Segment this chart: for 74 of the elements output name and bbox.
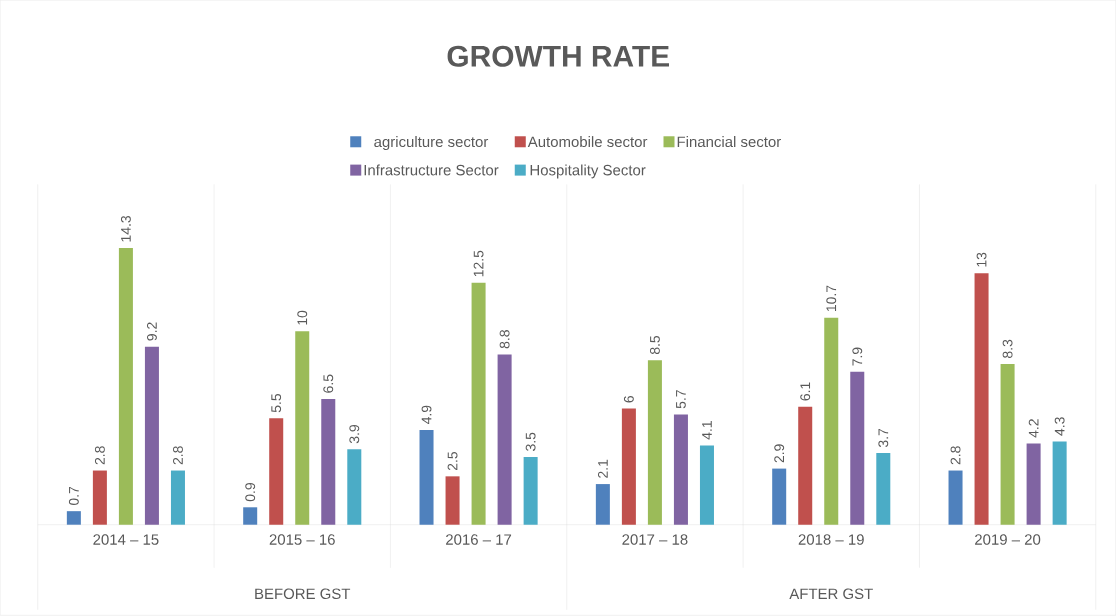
- data-label: 4.9: [421, 405, 432, 425]
- bar: [673, 414, 688, 525]
- bar: [419, 430, 434, 525]
- legend-label: Automobile sector: [527, 136, 648, 148]
- data-label: 3.7: [878, 429, 889, 448]
- bar: [92, 470, 107, 525]
- data-label: 3.9: [349, 425, 360, 444]
- data-label: 10.7: [826, 285, 837, 312]
- bar: [798, 406, 813, 525]
- data-label: 0.9: [245, 483, 256, 502]
- data-label: 12.5: [473, 250, 484, 277]
- bar: [243, 507, 258, 525]
- bar: [974, 273, 989, 525]
- bar: [621, 408, 636, 525]
- bar: [850, 372, 865, 525]
- bar: [269, 418, 284, 525]
- data-label: 4.3: [1054, 417, 1065, 436]
- bar: [144, 346, 159, 525]
- data-label: 8.5: [649, 336, 660, 355]
- legend-label: Infrastructure Sector: [364, 164, 499, 176]
- bar: [948, 470, 963, 525]
- data-label: 5.5: [271, 394, 282, 413]
- bar: [595, 484, 610, 525]
- x-tick-label: 2017 – 18: [622, 534, 688, 546]
- data-label: 2.5: [447, 452, 458, 471]
- x-tick-label: 2019 – 20: [975, 534, 1041, 546]
- bar: [118, 248, 133, 525]
- data-label: 7.9: [852, 347, 863, 366]
- x-tick-label: 2014 – 15: [93, 534, 159, 546]
- data-label: 3.5: [525, 432, 536, 452]
- bar: [445, 476, 460, 525]
- data-label: 8.3: [1002, 340, 1013, 359]
- bar: [471, 283, 486, 525]
- bar: [321, 399, 336, 525]
- chart-title: GROWTH RATE: [447, 45, 669, 68]
- bar: [347, 449, 362, 525]
- legend-label: Hospitality Sector: [530, 164, 646, 179]
- bar: [497, 354, 512, 525]
- data-label: 4.2: [1028, 419, 1039, 438]
- x-tick-label: 2016 – 17: [446, 534, 512, 546]
- data-label: 8.8: [499, 330, 510, 349]
- data-label: 2.1: [597, 460, 608, 479]
- bar: [876, 453, 891, 525]
- bar: [1052, 441, 1067, 525]
- bar: [1000, 364, 1015, 525]
- bar: [647, 360, 662, 525]
- data-label: 4.1: [702, 421, 712, 440]
- legend-label: agriculture sector: [374, 136, 489, 151]
- bar: [1026, 443, 1041, 525]
- data-label: 2.8: [94, 446, 105, 465]
- data-label: 13: [976, 252, 987, 267]
- bar: [772, 468, 787, 525]
- data-label: 5.7: [676, 390, 686, 409]
- bar: [824, 317, 839, 525]
- legend-label: Financial sector: [677, 136, 781, 148]
- bar: [699, 445, 714, 525]
- data-label: 6: [623, 396, 634, 403]
- data-label: 6.1: [800, 382, 811, 401]
- data-label: 14.3: [120, 216, 131, 242]
- bar: [170, 470, 185, 525]
- text: BEFORE GST: [255, 588, 351, 600]
- bar: [295, 331, 310, 525]
- data-label: 6.5: [323, 374, 334, 393]
- data-label: 2.8: [950, 446, 961, 465]
- data-label: 10: [297, 310, 308, 325]
- text: AFTER GST: [789, 588, 873, 600]
- x-tick-label: 2015 – 16: [269, 534, 335, 546]
- data-label: 9.2: [146, 322, 157, 341]
- x-tick-label: 2018 – 19: [798, 534, 864, 546]
- data-label: 0.7: [68, 487, 79, 506]
- data-label: 2.9: [774, 444, 785, 463]
- bar: [523, 457, 538, 525]
- bar: [66, 511, 81, 525]
- data-label: 2.8: [173, 446, 183, 465]
